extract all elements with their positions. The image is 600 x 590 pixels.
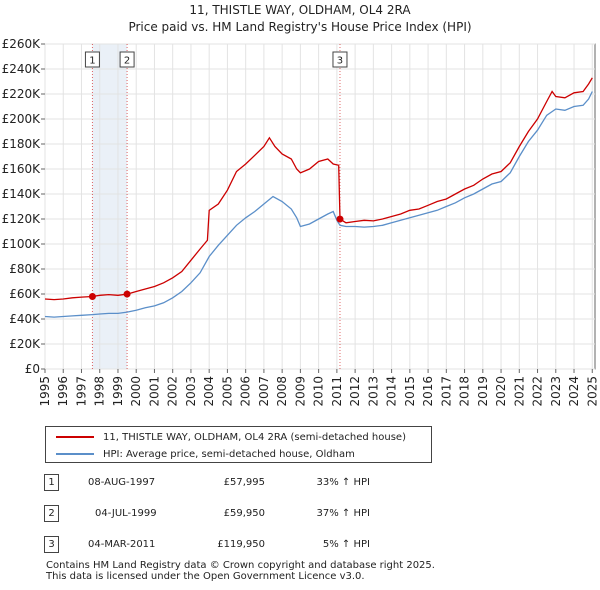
sale-point (336, 215, 344, 223)
x-tick-label: 2019 (476, 376, 490, 407)
price-chart: 11, THISTLE WAY, OLDHAM, OL4 2RA Price p… (2, 3, 600, 407)
sale-price: £59,950 (223, 508, 265, 519)
x-tick-label: 2023 (549, 376, 563, 407)
x-tick-label: 2000 (129, 376, 143, 407)
price-series-line (44, 77, 593, 301)
x-tick-label: 2008 (275, 376, 289, 407)
chart-title: 11, THISTLE WAY, OLDHAM, OL4 2RA (189, 3, 411, 17)
x-tick-label: 2009 (293, 376, 307, 407)
sale-marker-label: 1 (84, 51, 100, 68)
footer-line-1: Contains HM Land Registry data © Crown c… (46, 560, 435, 571)
sale-number-badge: 3 (44, 536, 59, 553)
x-tick-label: 2002 (166, 376, 180, 407)
sale-number-badge: 2 (44, 505, 59, 522)
sale-price: £119,950 (217, 539, 265, 550)
y-tick-label: £40K (9, 312, 41, 326)
x-tick-label: 2022 (531, 376, 545, 407)
legend: 11, THISTLE WAY, OLDHAM, OL4 2RA (semi-d… (45, 426, 432, 463)
y-tick-label: £260K (2, 37, 42, 51)
sale-marker-label: 3 (332, 51, 348, 68)
x-tick-label: 2014 (385, 376, 399, 407)
sale-marker-number: 1 (89, 56, 95, 67)
sale-marker-label: 2 (119, 51, 135, 68)
footer-line-2: This data is licensed under the Open Gov… (46, 571, 365, 582)
x-tick-label: 1997 (74, 376, 88, 407)
x-tick-label: 2025 (585, 376, 599, 407)
x-tick-label: 1995 (38, 376, 52, 407)
sale-hpi-change: 37% ↑ HPI (316, 508, 370, 519)
x-tick-label: 2012 (348, 376, 362, 407)
sale-point (123, 290, 131, 298)
sale-marker-number: 2 (124, 56, 130, 67)
y-tick-label: £240K (2, 62, 42, 76)
sale-hpi-change: 33% ↑ HPI (316, 477, 370, 488)
x-tick-label: 2001 (147, 376, 161, 407)
hpi-series-line (44, 91, 593, 318)
legend-item-hpi: HPI: Average price, semi-detached house,… (56, 446, 355, 462)
x-tick-label: 2015 (403, 376, 417, 407)
x-tick-label: 2006 (239, 376, 253, 407)
x-tick-label: 2013 (366, 376, 380, 407)
sale-row-1: 1 08-AUG-1997 £57,995 33% ↑ HPI (0, 474, 600, 494)
sale-row-2: 2 04-JUL-1999 £59,950 37% ↑ HPI (0, 505, 600, 525)
y-tick-label: £80K (9, 262, 41, 276)
y-tick-label: £120K (2, 212, 42, 226)
x-tick-label: 2016 (421, 376, 435, 407)
y-tick-label: £60K (9, 287, 41, 301)
axis-ticks: £0 £20K £40K £60K £80K £100K £120K £140K £160K £1… (2, 37, 600, 407)
x-tick-label: 2005 (220, 376, 234, 407)
y-tick-label: £220K (2, 87, 42, 101)
x-tick-label: 2020 (494, 376, 508, 407)
x-tick-label: 2024 (567, 376, 581, 407)
sale-date: 08-AUG-1997 (88, 477, 156, 488)
footer-attribution: Contains HM Land Registry data © Crown c… (46, 560, 435, 582)
sale-marker-box (84, 51, 100, 68)
x-tick-label: 2011 (330, 376, 344, 407)
x-tick-label: 2018 (458, 376, 472, 407)
x-tick-label: 2017 (439, 376, 453, 407)
y-tick-label: £140K (2, 187, 42, 201)
sale-hpi-change: 5% ↑ HPI (322, 539, 370, 550)
legend-swatch-price (56, 436, 94, 438)
sale-price: £57,995 (223, 477, 265, 488)
x-tick-label: 1998 (93, 376, 107, 407)
sale-marker-box (332, 51, 348, 68)
x-tick-label: 2007 (257, 376, 271, 407)
legend-item-price: 11, THISTLE WAY, OLDHAM, OL4 2RA (semi-d… (56, 429, 406, 445)
y-tick-label: £180K (2, 137, 42, 151)
x-tick-label: 2021 (512, 376, 526, 407)
y-tick-label: £20K (9, 337, 41, 351)
sale-date: 04-MAR-2011 (88, 539, 156, 550)
legend-label-hpi: HPI: Average price, semi-detached house,… (103, 448, 355, 460)
y-tick-label: £200K (2, 112, 42, 126)
legend-swatch-hpi (56, 453, 94, 455)
sale-row-3: 3 04-MAR-2011 £119,950 5% ↑ HPI (0, 536, 600, 556)
sale-date: 04-JUL-1999 (95, 508, 157, 519)
sale-points (88, 215, 344, 301)
sale-marker-number: 3 (337, 56, 343, 67)
sale-marker-box (119, 51, 135, 68)
x-tick-label: 1996 (56, 376, 70, 407)
sale-number-badge: 1 (44, 474, 59, 491)
y-tick-label: £0 (25, 362, 40, 376)
sale-point (88, 293, 96, 301)
x-tick-label: 2004 (202, 376, 216, 407)
sale-range-shading (92, 44, 128, 369)
legend-label-price: 11, THISTLE WAY, OLDHAM, OL4 2RA (semi-d… (103, 431, 406, 443)
chart-subtitle: Price paid vs. HM Land Registry's House … (128, 20, 471, 34)
x-tick-label: 2003 (184, 376, 198, 407)
x-tick-label: 2010 (312, 376, 326, 407)
x-tick-label: 1999 (111, 376, 125, 407)
y-tick-label: £160K (2, 162, 42, 176)
y-tick-label: £100K (2, 237, 42, 251)
